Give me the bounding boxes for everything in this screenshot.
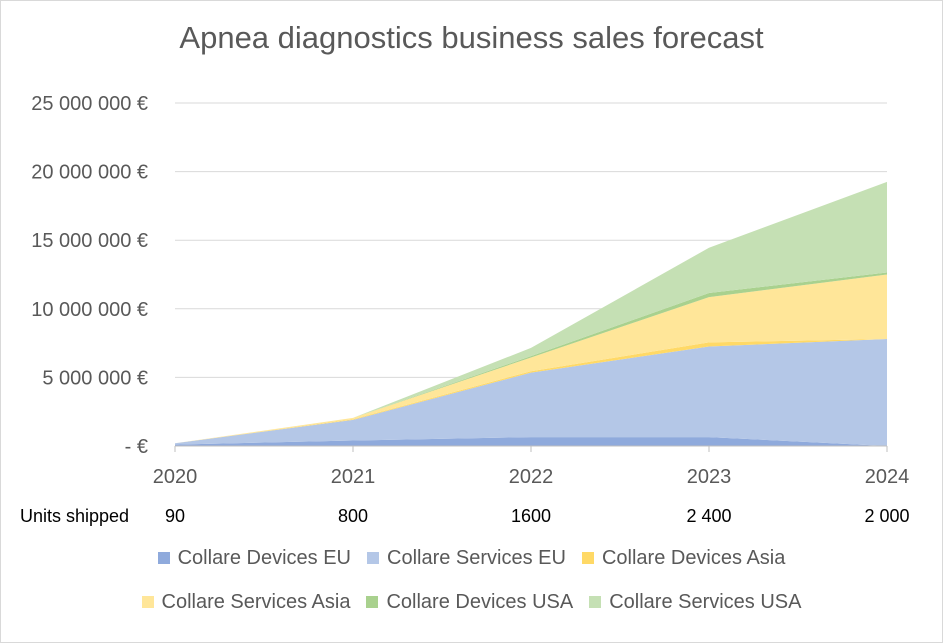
y-tick-label: 25 000 000 € [31,93,148,115]
area-collare-services-asia [175,274,887,444]
legend-item: Collare Devices EU [157,546,351,570]
y-tick-label: 15 000 000 € [31,230,148,252]
chart-plot: - € 5 000 000 € 10 000 000 € 15 000 000 € 20… [20,93,910,526]
legend-swatch [141,596,154,608]
legend-item: Collare Services USA [589,590,802,614]
legend-row: Collare Devices EU Collare Services EU Col… [0,546,943,570]
axes: - € 5 000 000 € 10 000 000 € 15 000 000 € 20… [20,93,910,526]
legend-label: Collare Devices USA [386,590,574,613]
x-tick-label: 2021 [331,466,376,488]
legend-row: Collare Services Asia Collare Devices USA… [0,590,943,614]
x-tick-label: 2023 [687,466,732,488]
area-collare-services-eu [175,338,887,446]
x-tick-label: 2024 [865,466,910,488]
units-row-value: 1600 [511,506,551,526]
units-row-value: 2 000 [864,506,909,526]
legend-label: Collare Services USA [609,590,802,613]
y-tick-label: 5 000 000 € [42,367,148,389]
x-tick-label: 2022 [509,466,554,488]
legend-item: Collare Devices Asia [581,546,786,570]
units-row-value: 2 400 [686,506,731,526]
legend-label: Collare Devices EU [177,546,351,569]
y-tick-label: 20 000 000 € [31,162,148,184]
legend: Collare Devices EU Collare Services EU Col… [0,546,943,634]
units-row-value: 800 [338,506,368,526]
legend-item: Collare Services Asia [141,590,351,614]
legend-swatch [367,552,379,564]
legend-label: Collare Devices Asia [601,546,786,569]
area-collare-devices-eu [175,437,887,446]
chart-title: Apnea diagnostics business sales forecas… [179,20,764,55]
legend-label: Collare Services Asia [161,590,351,613]
legend-item: Collare Services EU [367,547,566,570]
units-row-label: Units shipped [20,506,129,526]
y-tick-label: - € [125,436,148,458]
x-tick-label: 2020 [153,466,198,488]
legend-swatch [157,552,170,564]
legend-swatch [589,596,602,608]
legend-swatch [366,596,379,608]
units-row-value: 90 [165,506,185,526]
legend-label: Collare Services EU [387,546,566,569]
legend-swatch [581,552,594,564]
legend-item: Collare Devices USA [366,591,573,614]
area-series [175,181,887,446]
y-tick-label: 10 000 000 € [31,299,148,321]
